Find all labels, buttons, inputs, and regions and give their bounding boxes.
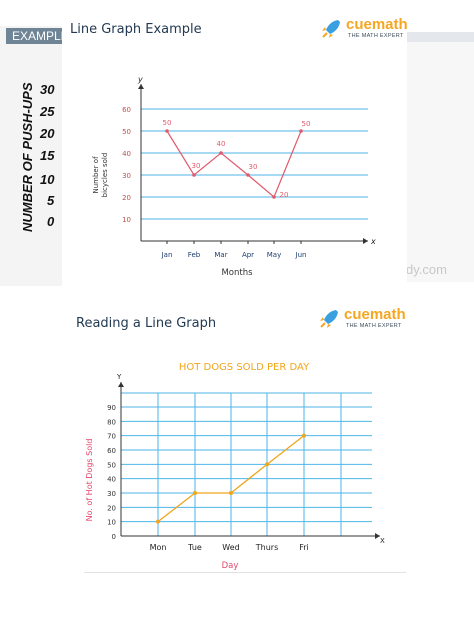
panel-title: Line Graph Example bbox=[70, 22, 202, 37]
y-tick-label: 60 bbox=[107, 447, 116, 455]
divider bbox=[84, 572, 406, 573]
y-tick-label: 50 bbox=[122, 128, 131, 136]
background-tick: 25 bbox=[40, 104, 55, 119]
x-tick-label: Mar bbox=[214, 251, 227, 259]
data-label: 50 bbox=[302, 120, 311, 128]
data-point bbox=[193, 491, 197, 495]
y-tick-label: 0 bbox=[112, 533, 116, 541]
x-axis-title: Day bbox=[222, 561, 239, 571]
series-line bbox=[166, 130, 302, 198]
data-label: 20 bbox=[280, 191, 289, 199]
y-axis-arrow bbox=[138, 84, 144, 89]
data-point bbox=[156, 519, 160, 524]
y-axis-arrow bbox=[118, 382, 124, 387]
y-tick-label: 30 bbox=[122, 172, 131, 180]
y-axis-letter: Y bbox=[116, 373, 122, 381]
y-axis-title: bicycles sold bbox=[101, 153, 109, 198]
background-tick: 30 bbox=[40, 82, 55, 97]
x-axis-letter: x bbox=[370, 237, 376, 246]
rocket-icon bbox=[320, 310, 338, 328]
cuemath-logo: cuemath THE MATH EXPERT bbox=[318, 306, 406, 334]
y-tick-label: 80 bbox=[107, 418, 116, 426]
example-tab: EXAMPLE bbox=[6, 28, 78, 44]
data-point bbox=[299, 129, 303, 133]
background-watermark: dy.com bbox=[406, 262, 447, 277]
background-left-area bbox=[0, 26, 70, 286]
x-tick-label: Feb bbox=[188, 251, 201, 259]
data-label: 30 bbox=[192, 162, 201, 170]
data-point bbox=[165, 129, 169, 133]
x-tick-label: Thurs bbox=[255, 543, 278, 552]
x-tick-label: Fri bbox=[299, 543, 309, 552]
background-tick: 5 bbox=[47, 193, 55, 208]
x-axis-title: Months bbox=[221, 268, 253, 278]
background-yaxis-label: NUMBER OF PUSH-UPS bbox=[20, 82, 35, 232]
y-tick-label: 60 bbox=[122, 106, 131, 114]
data-point bbox=[229, 491, 233, 495]
x-axis-letter: X bbox=[380, 537, 385, 545]
logo-tagline: THE MATH EXPERT bbox=[348, 33, 404, 39]
data-label: 40 bbox=[217, 140, 226, 148]
x-axis-arrow bbox=[375, 533, 380, 539]
data-point bbox=[272, 195, 276, 199]
data-point bbox=[246, 173, 250, 177]
y-axis-title: No. of Hot Dogs Sold bbox=[85, 439, 94, 522]
data-point bbox=[265, 462, 269, 467]
background-right-area bbox=[406, 32, 474, 282]
x-tick-label: Apr bbox=[242, 251, 254, 259]
y-tick-label: 30 bbox=[107, 490, 116, 498]
x-tick-label: Jun bbox=[295, 251, 307, 259]
x-tick-label: Jan bbox=[161, 251, 173, 259]
data-point bbox=[302, 433, 306, 438]
data-label: 30 bbox=[249, 163, 258, 171]
chart-panel-hotdogs: Reading a Line Graph cuemath THE MATH EX… bbox=[62, 300, 407, 578]
panel-title: Reading a Line Graph bbox=[76, 316, 217, 331]
background-tick: 20 bbox=[40, 126, 55, 141]
y-tick-label: 40 bbox=[107, 476, 116, 484]
cuemath-logo: cuemath THE MATH EXPERT bbox=[320, 16, 408, 44]
y-tick-label: 20 bbox=[107, 504, 116, 512]
y-tick-label: 50 bbox=[107, 461, 116, 469]
logo-name: cuemath bbox=[344, 306, 406, 323]
x-tick-label: Wed bbox=[222, 543, 239, 552]
x-tick-label: May bbox=[267, 251, 281, 259]
data-point bbox=[192, 173, 196, 177]
chart-panel-bicycles: Line Graph Example cuemath THE MATH EXPE… bbox=[62, 12, 408, 286]
x-tick-label: Mon bbox=[150, 543, 167, 552]
y-axis-title: Number of bbox=[92, 156, 100, 194]
y-tick-label: 10 bbox=[122, 216, 131, 224]
background-right-bar bbox=[406, 32, 474, 42]
y-tick-label: 10 bbox=[107, 519, 116, 527]
x-tick-label: Tue bbox=[187, 543, 202, 552]
chart-title: HOT DOGS SOLD PER DAY bbox=[179, 362, 310, 373]
y-axis-letter: y bbox=[137, 75, 143, 84]
logo-name: cuemath bbox=[346, 16, 408, 33]
background-tick: 10 bbox=[40, 172, 55, 187]
data-label: 50 bbox=[163, 119, 172, 127]
background-tick: 15 bbox=[40, 148, 55, 163]
rocket-icon bbox=[322, 20, 340, 38]
logo-tagline: THE MATH EXPERT bbox=[346, 323, 402, 329]
line-chart-hotdogs: HOT DOGS SOLD PER DAY 0 10 20 30 40 50 60 70 80 90… bbox=[85, 362, 385, 571]
y-tick-label: 90 bbox=[107, 404, 116, 412]
line-chart-bicycles: 10 20 30 40 50 60 y x Jan Feb Mar Apr May Jun Months Nu… bbox=[92, 75, 376, 278]
y-tick-label: 70 bbox=[107, 433, 116, 441]
y-tick-label: 20 bbox=[122, 194, 131, 202]
x-axis-arrow bbox=[363, 238, 368, 244]
background-tick: 0 bbox=[47, 214, 55, 229]
data-point bbox=[219, 151, 223, 155]
y-tick-label: 40 bbox=[122, 150, 131, 158]
